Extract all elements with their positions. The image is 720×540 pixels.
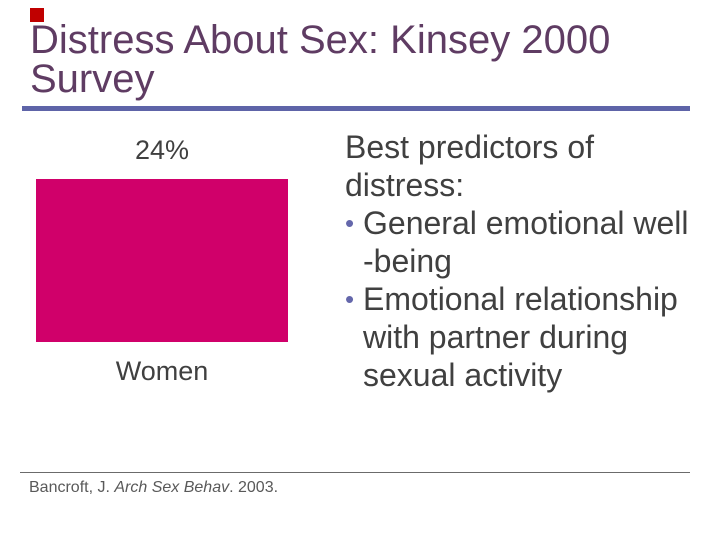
slide-title: Distress About Sex: Kinsey 2000 Survey	[30, 18, 702, 101]
bullet-item-relationship: • Emotional relationship with partner du…	[345, 280, 710, 394]
predictors-heading-line-2: distress:	[345, 167, 465, 203]
slide-title-line-1: Distress About Sex: Kinsey 2000	[30, 18, 611, 62]
bullet-item-wellbeing: • General emotional well -being	[345, 204, 710, 280]
citation: Bancroft, J. Arch Sex Behav. 2003.	[29, 479, 278, 497]
corner-accent-square	[30, 8, 44, 22]
bar-value-label: 24%	[134, 135, 190, 165]
predictors-heading-line-1: Best predictors of	[345, 129, 594, 165]
bullet-relationship-line-1: Emotional relationship	[363, 281, 678, 317]
bullet-icon: •	[345, 208, 355, 238]
bullet-relationship-line-3: sexual activity	[363, 357, 563, 393]
slide-title-line-2: Survey	[30, 57, 155, 101]
predictors-heading: Best predictors of distress:	[345, 128, 710, 204]
bullet-wellbeing-line-1: General emotional well	[363, 205, 689, 241]
bullet-text-wellbeing: General emotional well -being	[363, 204, 710, 280]
citation-year: . 2003.	[229, 479, 279, 496]
bullet-icon: •	[345, 284, 355, 314]
bullet-wellbeing-line-2: -being	[363, 243, 452, 279]
bar-category-label: Women	[115, 356, 209, 386]
bullet-relationship-line-2: with partner during	[363, 319, 629, 355]
citation-author: Bancroft, J.	[29, 479, 115, 496]
footer-divider	[20, 472, 690, 473]
bar-women	[36, 179, 288, 342]
citation-journal: Arch Sex Behav	[114, 479, 230, 496]
title-underline	[22, 106, 690, 111]
predictors-panel: Best predictors of distress: • General e…	[345, 128, 710, 394]
bullet-text-relationship: Emotional relationship with partner duri…	[363, 280, 710, 394]
